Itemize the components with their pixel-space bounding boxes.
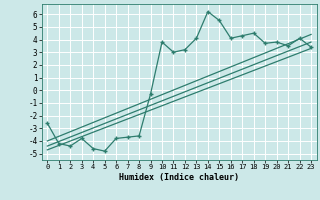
X-axis label: Humidex (Indice chaleur): Humidex (Indice chaleur) (119, 173, 239, 182)
